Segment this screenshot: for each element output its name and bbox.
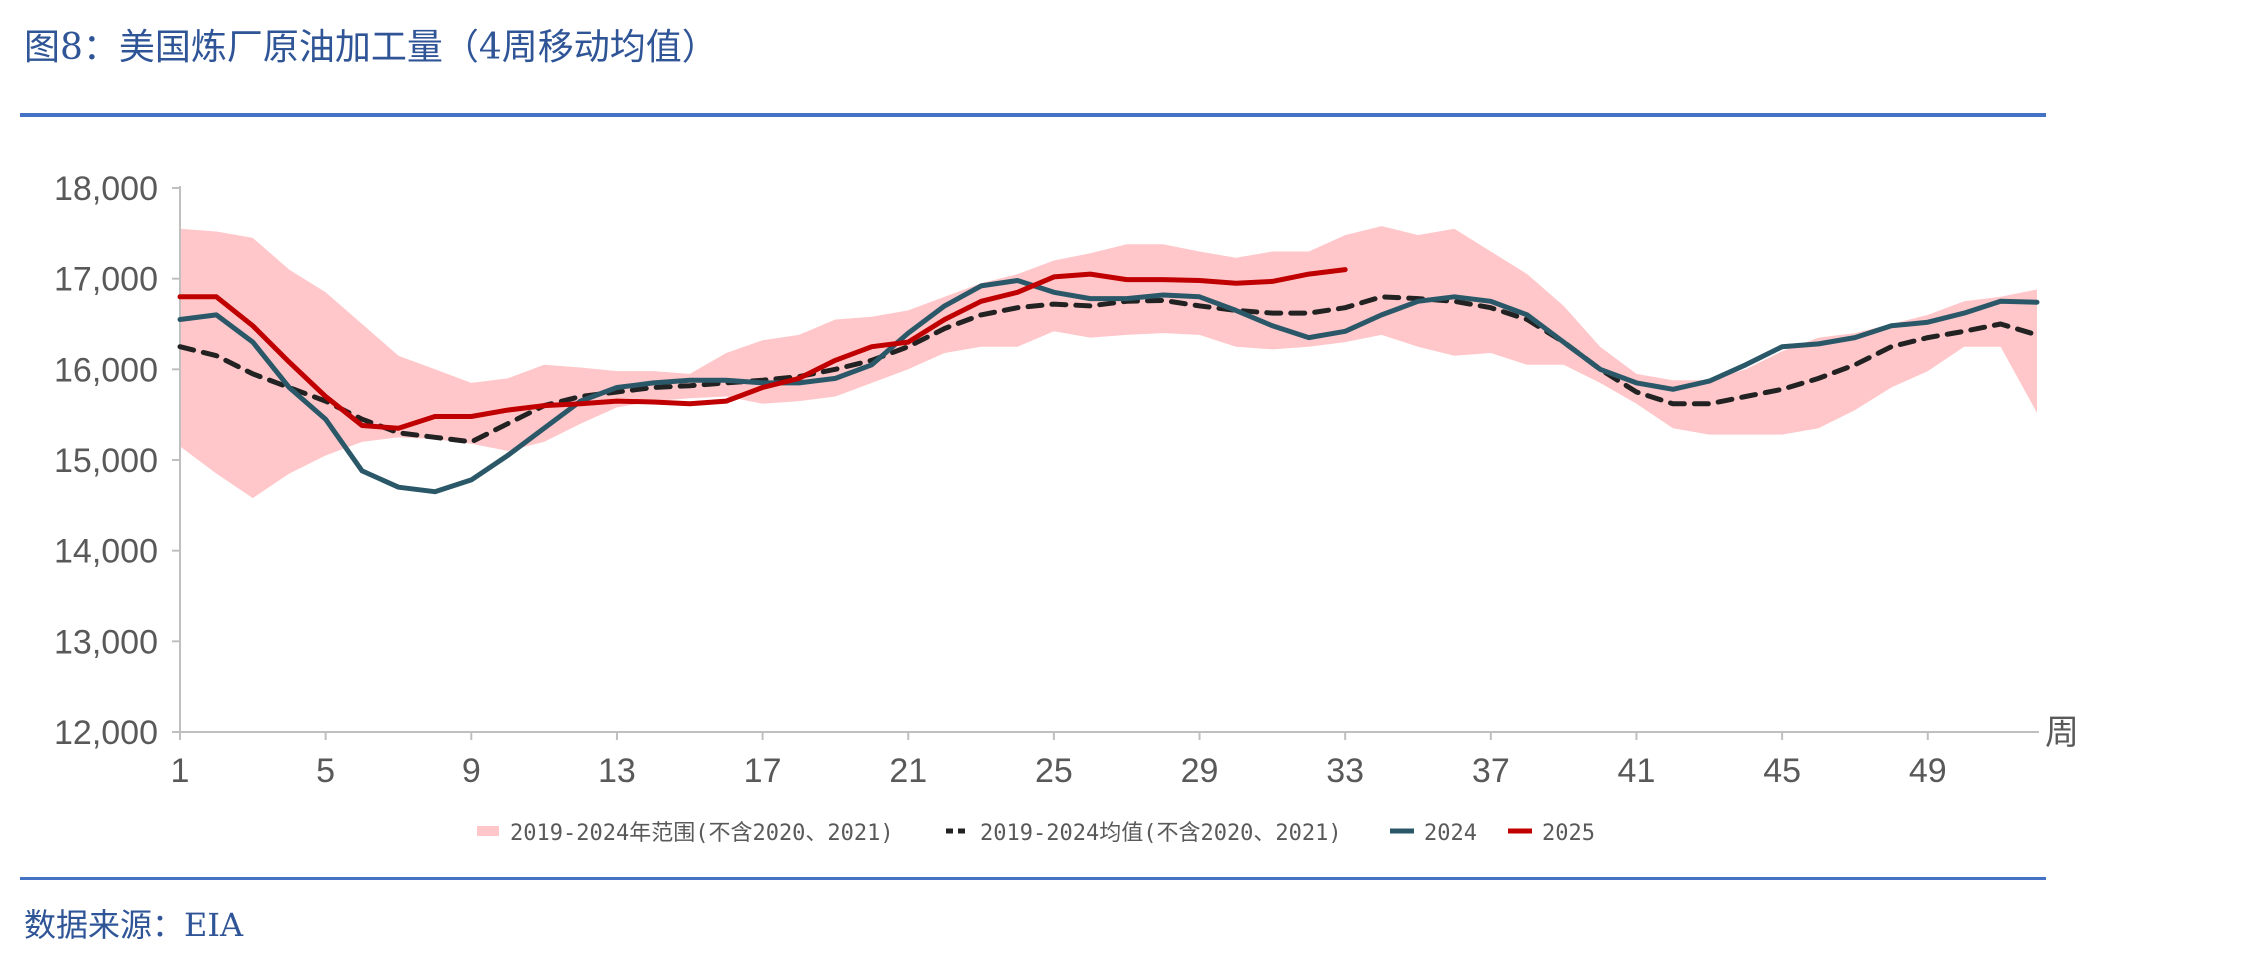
legend: 2019-2024年范围(不含2020、2021) 2019-2024均值(不含…	[477, 821, 1595, 846]
x-tick-label: 1	[171, 752, 190, 790]
x-tick-label: 33	[1326, 752, 1364, 790]
x-tick-label: 41	[1618, 752, 1656, 790]
y-tick-label: 16,000	[54, 351, 158, 389]
legend-swatch-range	[477, 826, 499, 836]
legend-label-range: 2019-2024年范围(不含2020、2021)	[510, 821, 894, 846]
range-band-layer	[180, 226, 2037, 499]
x-axis-unit-label: 周	[2045, 714, 2079, 752]
series-line-2024	[177, 278, 2040, 495]
x-tick-label: 5	[316, 752, 335, 790]
y-tick-label: 12,000	[54, 714, 158, 752]
x-tick-label: 9	[462, 752, 481, 790]
axes	[172, 186, 2039, 740]
chart-title: 图8：美国炼厂原油加工量（4周移动均值）	[24, 27, 718, 68]
legend-label-mean: 2019-2024均值(不含2020、2021)	[980, 821, 1342, 846]
y-tick-label: 17,000	[54, 261, 158, 299]
legend-label-2024: 2024	[1424, 821, 1477, 846]
data-source: 数据来源：EIA	[24, 906, 244, 944]
x-tick-label: 45	[1763, 752, 1801, 790]
x-tick-label: 25	[1035, 752, 1073, 790]
x-tick-label: 49	[1909, 752, 1947, 790]
tick-labels: 12,000 13,000 14,000 15,000 16,000 17,000 18,0…	[54, 170, 2079, 790]
x-tick-label: 13	[598, 752, 636, 790]
y-tick-label: 14,000	[54, 533, 158, 571]
y-tick-label: 18,000	[54, 170, 158, 208]
series-line-2025	[177, 267, 1348, 431]
y-tick-label: 13,000	[54, 623, 158, 661]
series-line-mean	[177, 294, 2040, 445]
x-tick-label: 37	[1472, 752, 1510, 790]
range-band-area	[180, 226, 2037, 499]
series-layer	[177, 267, 2040, 495]
y-tick-label: 15,000	[54, 442, 158, 480]
x-tick-label: 17	[744, 752, 782, 790]
title-divider	[20, 113, 2046, 117]
x-tick-label: 21	[889, 752, 927, 790]
x-tick-label: 29	[1181, 752, 1219, 790]
legend-label-2025: 2025	[1542, 821, 1595, 846]
source-divider	[20, 877, 2046, 880]
